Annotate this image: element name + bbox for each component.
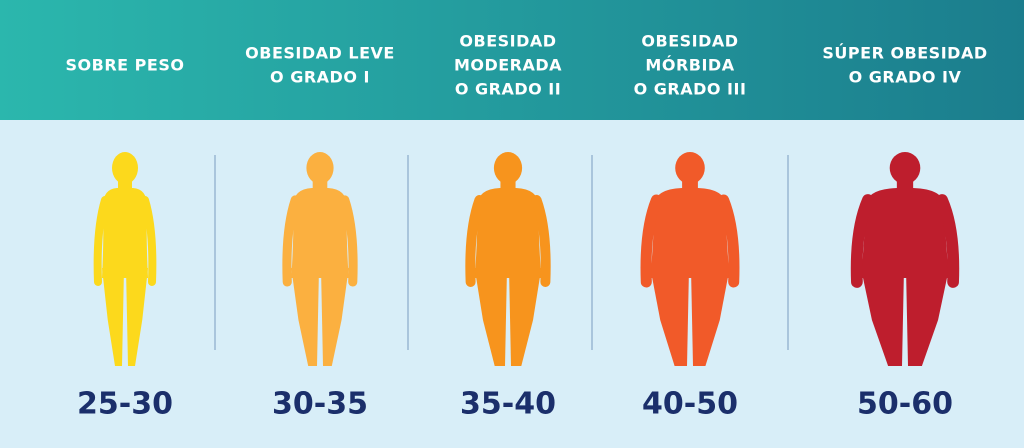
silhouette — [465, 152, 551, 366]
column-label: MÓRBIDA — [645, 56, 734, 75]
column-label: O GRADO II — [455, 80, 561, 99]
head — [306, 152, 334, 184]
column-label: OBESIDAD — [641, 32, 738, 51]
column-label: SOBRE PESO — [66, 56, 185, 75]
leg — [126, 268, 148, 366]
arm — [340, 195, 358, 287]
bmi-range: 30-35 — [272, 387, 368, 422]
column-label: OBESIDAD — [459, 32, 556, 51]
bmi-range: 35-40 — [460, 387, 556, 422]
arm — [936, 194, 960, 288]
dividers — [214, 155, 789, 350]
arm — [465, 195, 485, 287]
head — [889, 152, 921, 184]
leg — [906, 268, 950, 366]
head — [493, 152, 523, 184]
bmi-range: 25-30 — [77, 387, 173, 422]
head — [675, 152, 705, 184]
column-label: MODERADA — [454, 56, 562, 75]
torso — [474, 188, 542, 278]
arm — [531, 195, 551, 287]
leg — [691, 268, 730, 366]
torso — [860, 188, 950, 278]
head — [112, 152, 138, 184]
torso — [650, 188, 730, 278]
bmi-range: 50-60 — [857, 387, 953, 422]
header-band — [0, 0, 1024, 120]
column-label: O GRADO IV — [849, 68, 962, 87]
leg — [291, 268, 319, 366]
arm — [141, 196, 157, 286]
arm — [282, 195, 300, 287]
silhouette — [850, 152, 960, 366]
torso — [102, 188, 148, 278]
arm — [640, 194, 662, 288]
arm — [850, 194, 874, 288]
column-label: O GRADO I — [270, 68, 370, 87]
bmi-range: 40-50 — [642, 387, 738, 422]
column-label: OBESIDAD LEVE — [245, 44, 395, 63]
silhouette — [282, 152, 358, 366]
torso — [291, 188, 349, 278]
silhouette — [640, 152, 740, 366]
leg — [102, 268, 124, 366]
leg — [650, 268, 689, 366]
leg — [860, 268, 904, 366]
arm — [718, 194, 740, 288]
leg — [474, 268, 507, 366]
column-label: O GRADO III — [634, 80, 747, 99]
silhouette — [93, 152, 157, 366]
leg — [509, 268, 542, 366]
column-label: SÚPER OBESIDAD — [822, 44, 987, 63]
arm — [93, 196, 109, 286]
leg — [321, 268, 349, 366]
